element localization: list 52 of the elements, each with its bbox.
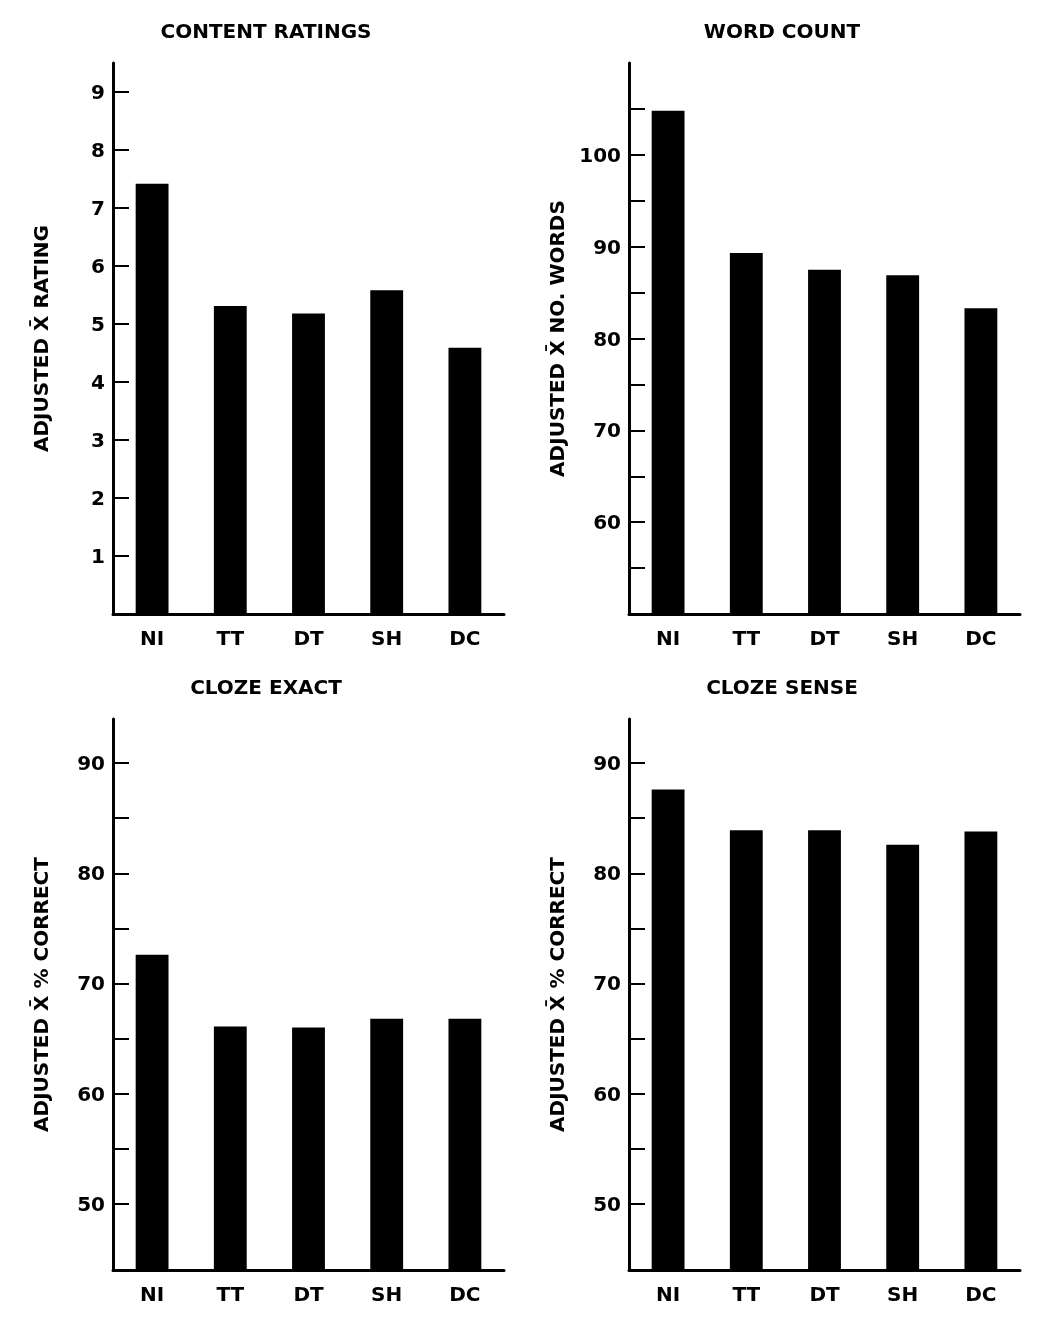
y-tick-label: 8: [91, 138, 105, 162]
x-tick-label: TT: [732, 1282, 761, 1306]
x-tick-label: SH: [887, 626, 919, 650]
y-tick-label: 70: [593, 418, 621, 443]
y-axis-title: ADJUSTED X̄ NO. WORDS: [545, 200, 569, 477]
y-tick-label: 50: [593, 1191, 621, 1216]
x-tick-label: TT: [216, 626, 245, 650]
y-tick-label: 90: [593, 234, 621, 259]
x-tick-label: TT: [216, 1282, 245, 1306]
y-axis-title: ADJUSTED X̄ % CORRECT: [29, 856, 53, 1132]
y-axis-title: ADJUSTED X̄ RATING: [29, 225, 53, 452]
x-tick-label: NI: [140, 626, 165, 650]
x-tick-label: SH: [371, 1282, 403, 1306]
y-tick-label: 7: [91, 196, 105, 220]
x-tick-label: NI: [656, 626, 681, 650]
y-tick-label: 80: [593, 861, 621, 886]
chart-title: CLOZE EXACT: [190, 675, 343, 699]
x-tick-label: NI: [140, 1282, 165, 1306]
y-tick-label: 100: [579, 142, 621, 167]
x-tick-label: DC: [965, 626, 997, 650]
y-tick-label: 2: [91, 486, 105, 510]
y-tick-label: 60: [593, 510, 621, 535]
y-tick-label: 4: [91, 370, 105, 394]
y-tick-label: 70: [77, 971, 105, 996]
y-tick-label: 90: [593, 751, 621, 776]
y-tick-label: 50: [77, 1191, 105, 1216]
y-tick-label: 60: [593, 1081, 621, 1106]
chart-title: WORD COUNT: [703, 19, 861, 43]
y-axis-title: ADJUSTED X̄ % CORRECT: [545, 856, 569, 1132]
x-tick-label: DC: [449, 1282, 481, 1306]
x-tick-label: DT: [293, 1282, 324, 1306]
x-tick-label: DC: [449, 626, 481, 650]
y-tick-label: 5: [91, 312, 105, 336]
y-tick-label: 6: [91, 254, 105, 278]
x-tick-label: TT: [732, 626, 761, 650]
y-tick-label: 90: [77, 751, 105, 776]
y-tick-label: 80: [77, 861, 105, 886]
chart-title: CONTENT RATINGS: [160, 19, 372, 43]
y-tick-label: 3: [91, 428, 105, 452]
y-tick-label: 9: [91, 80, 105, 104]
x-tick-label: SH: [887, 1282, 919, 1306]
y-tick-label: 80: [593, 326, 621, 351]
y-tick-label: 60: [77, 1081, 105, 1106]
y-tick-label: 1: [91, 544, 105, 568]
x-tick-label: NI: [656, 1282, 681, 1306]
chart-title: CLOZE SENSE: [706, 675, 858, 699]
x-tick-label: DT: [809, 626, 840, 650]
y-tick-label: 70: [593, 971, 621, 996]
x-tick-label: DC: [965, 1282, 997, 1306]
x-tick-label: SH: [371, 626, 403, 650]
x-tick-label: DT: [293, 626, 324, 650]
x-tick-label: DT: [809, 1282, 840, 1306]
